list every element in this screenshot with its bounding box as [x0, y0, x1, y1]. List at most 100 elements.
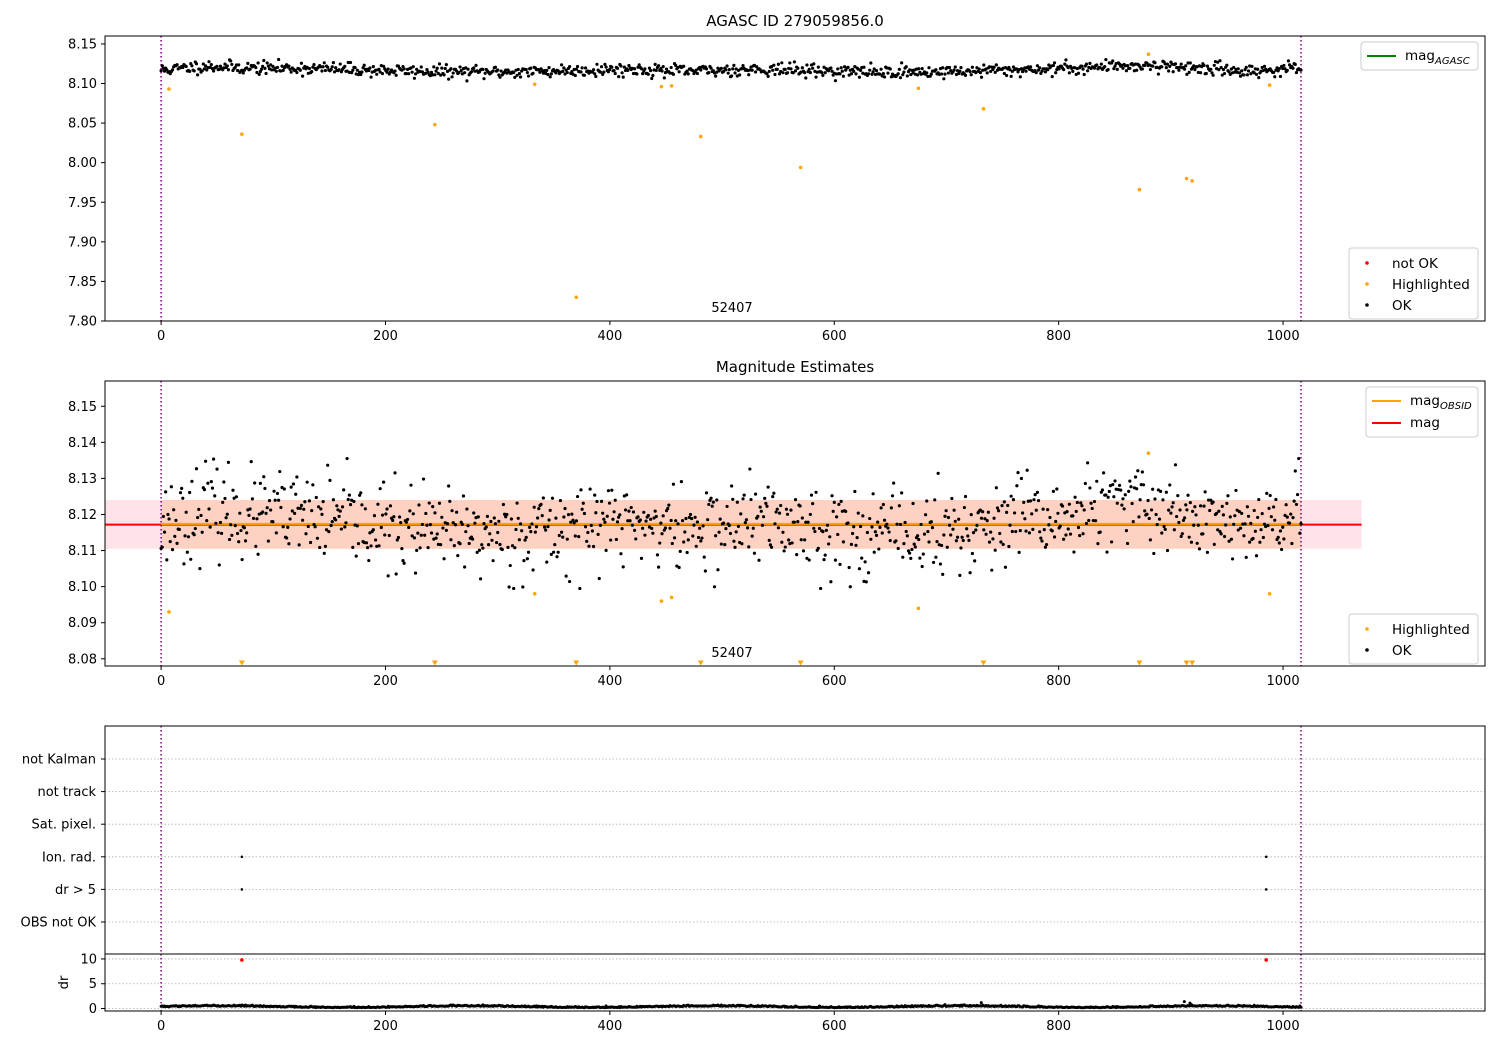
agasc-ok-point	[993, 70, 997, 74]
agasc-ok-point	[649, 68, 653, 73]
mag-ok-point	[599, 499, 604, 503]
flag-point	[240, 855, 244, 859]
mag-ok-point	[712, 585, 717, 589]
agasc-ok-point	[900, 61, 904, 65]
mag-ok-point	[611, 517, 615, 521]
mag-ok-point	[1219, 532, 1223, 536]
agasc-ok-point	[599, 65, 604, 69]
mag-ok-point	[1193, 505, 1197, 509]
mag-ok-point	[1001, 542, 1005, 547]
mag-ok-point	[764, 501, 768, 505]
mag-ok-point	[484, 525, 488, 529]
mag-ok-point	[783, 545, 787, 549]
mag-ok-point	[740, 542, 744, 546]
mag-ok-point	[808, 512, 812, 517]
mag-ok-point	[827, 542, 831, 546]
agasc-highlighted-point	[433, 122, 437, 127]
agasc-ok-point	[750, 68, 754, 72]
agasc-ok-point	[726, 71, 730, 75]
mag-ok-point	[1251, 536, 1255, 541]
mag-ok-point	[651, 531, 655, 535]
mag-ok-point	[1297, 456, 1301, 461]
mag-ok-point	[427, 501, 431, 505]
mag-ok-point	[653, 509, 657, 513]
mag-ok-point	[1137, 515, 1141, 519]
mag-ok-point	[775, 507, 779, 511]
mag-ok-point	[315, 536, 320, 540]
mag-highlighted-point	[1267, 592, 1272, 596]
mag-ok-point	[1276, 535, 1280, 539]
mag-ok-point	[1281, 525, 1285, 529]
agasc-highlighted-point	[981, 107, 986, 111]
mag-ok-point	[196, 515, 200, 520]
mag-ok-point	[634, 537, 638, 541]
agasc-ok-point	[626, 68, 630, 72]
mag-ok-point	[1214, 511, 1219, 515]
agasc-ok-point	[800, 66, 804, 70]
mag-ok-point	[861, 514, 865, 518]
agasc-obsid-annotation: 52407	[711, 301, 752, 316]
mag-ok-point	[1013, 511, 1017, 515]
mag-ok-point	[552, 550, 556, 554]
agasc-ok-point	[426, 70, 430, 74]
agasc-ok-point	[747, 73, 751, 77]
mag-ok-point	[1036, 498, 1041, 503]
agasc-highlighted-point	[240, 132, 244, 136]
mag-ok-point	[515, 501, 519, 505]
mag-ok-point	[213, 494, 217, 498]
mag-ok-point	[1292, 499, 1296, 503]
mag-ok-point	[338, 509, 342, 513]
agasc-ok-point	[1052, 61, 1057, 65]
mag-ok-point	[180, 486, 184, 490]
mag-ok-point	[902, 541, 906, 546]
mag-ok-point	[425, 523, 429, 527]
agasc-ok-point	[200, 69, 204, 73]
agasc-ok-point	[410, 70, 414, 74]
mag-ok-point	[400, 547, 404, 551]
mag-ok-point	[541, 496, 545, 500]
mag-ok-point	[243, 539, 248, 543]
mag-highlighted-point	[532, 592, 537, 596]
agasc-ok-point	[564, 68, 568, 72]
mag-ok-point	[431, 505, 435, 509]
mag-ok-point	[561, 535, 565, 539]
mag-ok-point	[225, 512, 229, 516]
mag-top-legend-label-1: mag	[1410, 415, 1440, 431]
mag-ok-point	[388, 504, 393, 508]
mag-offscale-marker	[431, 660, 438, 666]
mag-ok-point	[306, 524, 310, 529]
agasc-ok-point	[659, 67, 663, 71]
mag-ok-point	[877, 547, 881, 551]
agasc-ok-point	[803, 71, 807, 75]
mag-ok-point	[269, 508, 273, 512]
mag-ok-point	[686, 538, 690, 542]
agasc-ok-point	[699, 68, 703, 72]
mag-ok-point	[854, 543, 858, 547]
mag-ok-point	[369, 544, 373, 548]
agasc-ok-point	[165, 68, 169, 72]
agasc-ok-point	[660, 69, 664, 73]
agasc-ok-point	[1084, 62, 1089, 66]
agasc-ok-point	[651, 73, 655, 78]
mag-ok-point	[379, 525, 383, 530]
mag-ok-point	[238, 511, 242, 515]
mag-ok-point	[795, 553, 799, 557]
mag-ok-point	[1047, 523, 1051, 527]
mag-ok-point	[799, 538, 803, 542]
mag-ok-point	[803, 538, 807, 542]
mag-ok-point	[496, 530, 500, 535]
agasc-ok-point	[674, 63, 678, 68]
mag-ok-point	[832, 500, 836, 504]
mag-ok-point	[997, 509, 1001, 513]
mag-ok-point	[281, 525, 285, 529]
mag-ok-point	[1226, 494, 1230, 498]
dr-xtick-label-800: 800	[1046, 1019, 1071, 1034]
mag-ok-point	[396, 535, 401, 540]
mag-ok-point	[230, 533, 234, 537]
mag-ok-point	[857, 567, 862, 571]
agasc-ok-point	[1202, 63, 1206, 68]
mag-ok-point	[1170, 505, 1174, 509]
mag-ok-point	[990, 568, 994, 572]
agasc-ok-point	[498, 75, 502, 79]
mag-ok-point	[727, 523, 731, 528]
